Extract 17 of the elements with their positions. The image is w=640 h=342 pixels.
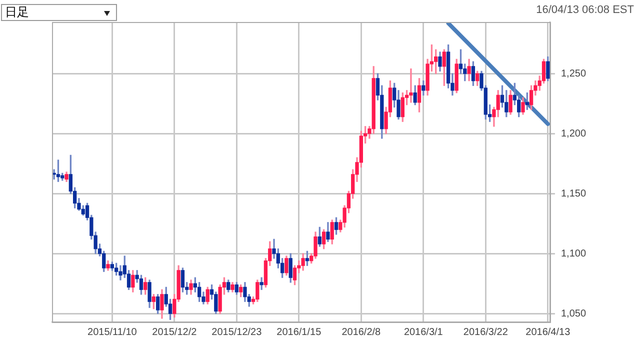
y-tick-label: 1,050 xyxy=(560,308,586,320)
y-tick-label: 1,150 xyxy=(560,188,586,200)
x-tick-label: 2016/3/22 xyxy=(463,326,508,338)
x-tick-label: 2015/12/2 xyxy=(152,326,198,338)
x-tick-label: 2016/3/1 xyxy=(404,326,444,338)
y-tick-label: 1,200 xyxy=(560,128,586,140)
x-tick-label: 2016/4/13 xyxy=(526,326,571,338)
x-tick-label: 2015/12/23 xyxy=(212,326,262,338)
x-tick-label: 2016/1/15 xyxy=(276,326,322,338)
x-tick-label: 2015/11/10 xyxy=(88,326,138,338)
y-tick-label: 1,100 xyxy=(560,248,586,260)
text: 16/04/13 06:08 EST xyxy=(536,4,634,16)
x-tick-label: 2016/2/8 xyxy=(342,326,382,338)
dropdown-field: 日足 xyxy=(1,4,117,21)
candlestick xyxy=(409,68,413,103)
y-tick-label: 1,250 xyxy=(560,68,586,80)
candlestick xyxy=(260,277,264,290)
